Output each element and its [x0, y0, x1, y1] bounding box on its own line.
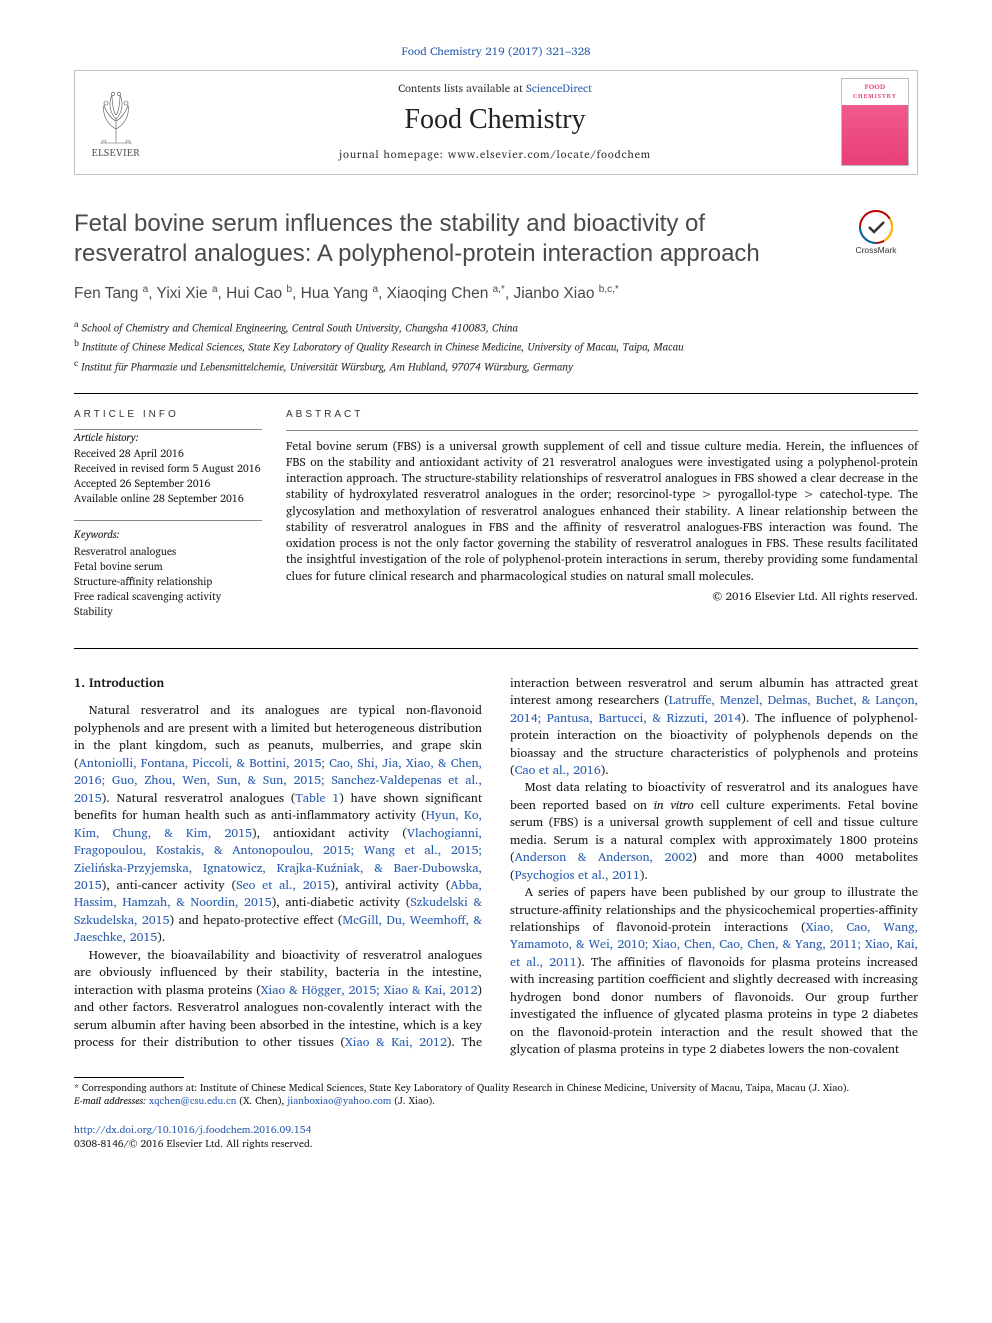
crossmark-icon — [858, 209, 894, 245]
cover-text-2: CHEMISTRY — [842, 92, 908, 100]
crossmark-badge[interactable]: CrossMark — [834, 209, 918, 256]
sciencedirect-link[interactable]: ScienceDirect — [526, 79, 592, 97]
email-link-2[interactable]: jianboxiao@yahoo.com — [287, 1093, 391, 1109]
contents-available-text: Contents lists available at ScienceDirec… — [163, 81, 827, 96]
article-info-heading: ARTICLE INFO — [74, 408, 262, 422]
keywords-list: Resveratrol analoguesFetal bovine serumS… — [74, 544, 262, 620]
footnotes: * Corresponding authors at: Institute of… — [74, 1077, 918, 1109]
abstract-text: Fetal bovine serum (FBS) is a universal … — [286, 439, 918, 585]
abstract-heading: ABSTRACT — [286, 408, 918, 422]
homepage-url[interactable]: www.elsevier.com/locate/foodchem — [448, 145, 651, 163]
contents-prefix: Contents lists available at — [398, 79, 526, 97]
affiliations: a School of Chemistry and Chemical Engin… — [74, 317, 918, 375]
journal-homepage: journal homepage: www.elsevier.com/locat… — [163, 147, 827, 162]
publisher-logo: ELSEVIER — [75, 71, 157, 174]
journal-cover-thumb: FOOD CHEMISTRY — [833, 71, 917, 174]
doi-block: http://dx.doi.org/10.1016/j.foodchem.201… — [74, 1123, 918, 1152]
journal-title: Food Chemistry — [163, 101, 827, 139]
body-text: 1. Introduction Natural resveratrol and … — [74, 675, 918, 1059]
p1-h: ) and hepato-protective effect ( — [170, 910, 343, 930]
citation-line: Food Chemistry 219 (2017) 321–328 — [74, 44, 918, 60]
homepage-label: journal homepage: — [339, 145, 448, 163]
elsevier-tree-icon — [86, 85, 146, 145]
abstract-copyright: © 2016 Elsevier Ltd. All rights reserved… — [286, 589, 918, 605]
email-who-2: (J. Xiao). — [391, 1093, 435, 1109]
section-1-heading: 1. Introduction — [74, 675, 482, 693]
crossmark-label: CrossMark — [855, 245, 896, 256]
journal-header: ELSEVIER Contents lists available at Sci… — [74, 70, 918, 175]
keywords-label: Keywords: — [74, 527, 262, 541]
article-title: Fetal bovine serum influences the stabil… — [74, 209, 834, 269]
author-list: Fen Tang a, Yixi Xie a, Hui Cao b, Hua Y… — [74, 283, 918, 305]
email-link-1[interactable]: xqchen@csu.edu.cn — [149, 1093, 236, 1109]
email-who-1: (X. Chen), — [236, 1093, 287, 1109]
issn-copyright: 0308-8146/© 2016 Elsevier Ltd. All right… — [74, 1135, 313, 1152]
publisher-name: ELSEVIER — [92, 147, 140, 161]
email-label: E-mail addresses: — [74, 1093, 146, 1109]
history-lines: Received 28 April 2016Received in revise… — [74, 446, 262, 507]
cite-9[interactable]: Xiao & Kai, 2012 — [345, 1032, 447, 1052]
